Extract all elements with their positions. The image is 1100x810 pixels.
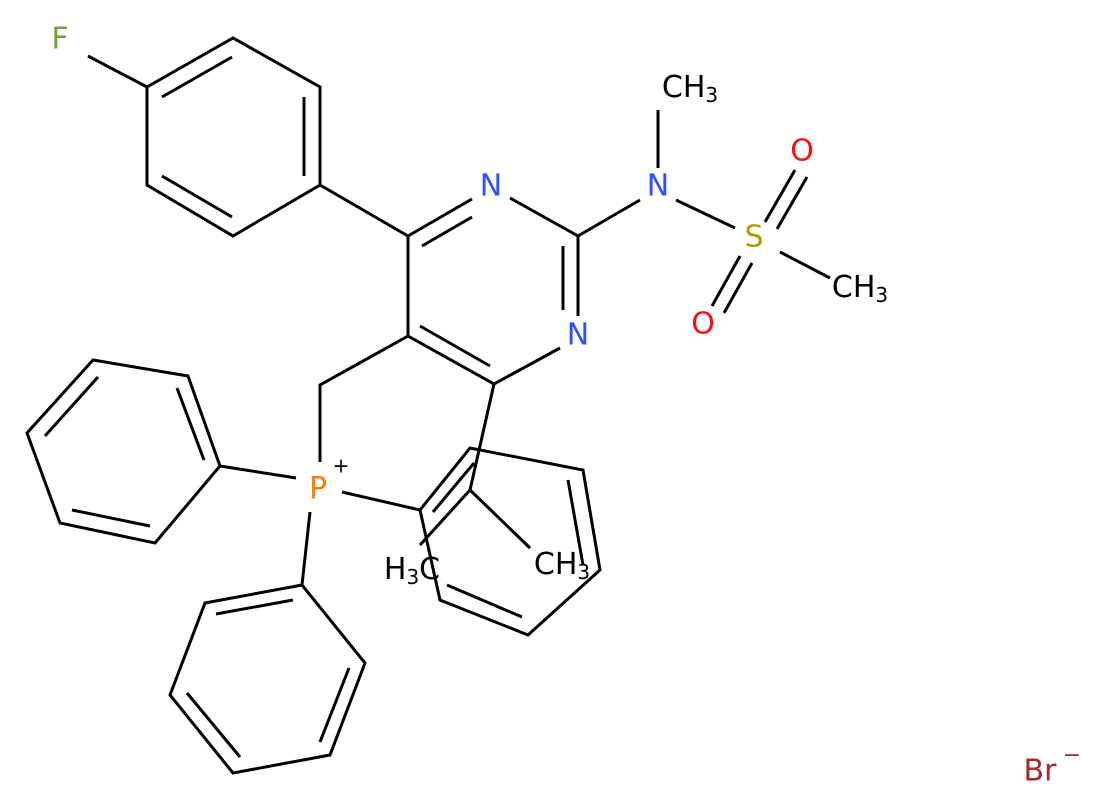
phosphonium-bonds — [219, 464, 421, 586]
atom-label: N — [567, 318, 589, 353]
charge: − — [1063, 743, 1081, 768]
atom-label: S — [744, 220, 763, 255]
atom-label: CH3 — [832, 270, 888, 307]
atom-label: N — [647, 169, 669, 204]
atom-label: O — [691, 307, 715, 342]
atom-label: CH3 — [534, 547, 590, 584]
isopropyl-bonds — [418, 383, 532, 550]
atom-label: O — [790, 134, 814, 169]
atom-label: H3C — [384, 552, 440, 589]
methylene-bonds — [318, 334, 409, 462]
charge: + — [333, 454, 350, 478]
atom-label: CH3 — [662, 70, 718, 107]
phenyl-ring — [168, 583, 367, 775]
phenyl-ring — [418, 446, 602, 637]
sulfonamide-bonds — [577, 110, 831, 314]
bonds — [25, 36, 831, 775]
atom-label: N — [480, 169, 502, 204]
pyrimidine-ring — [406, 196, 580, 386]
bond — [87, 54, 409, 238]
atom-label: F — [51, 22, 68, 57]
counterion: Br — [1024, 754, 1058, 789]
atom-label: P — [309, 472, 327, 507]
fluorophenyl-ring — [145, 36, 322, 238]
phenyl-ring — [25, 358, 222, 545]
